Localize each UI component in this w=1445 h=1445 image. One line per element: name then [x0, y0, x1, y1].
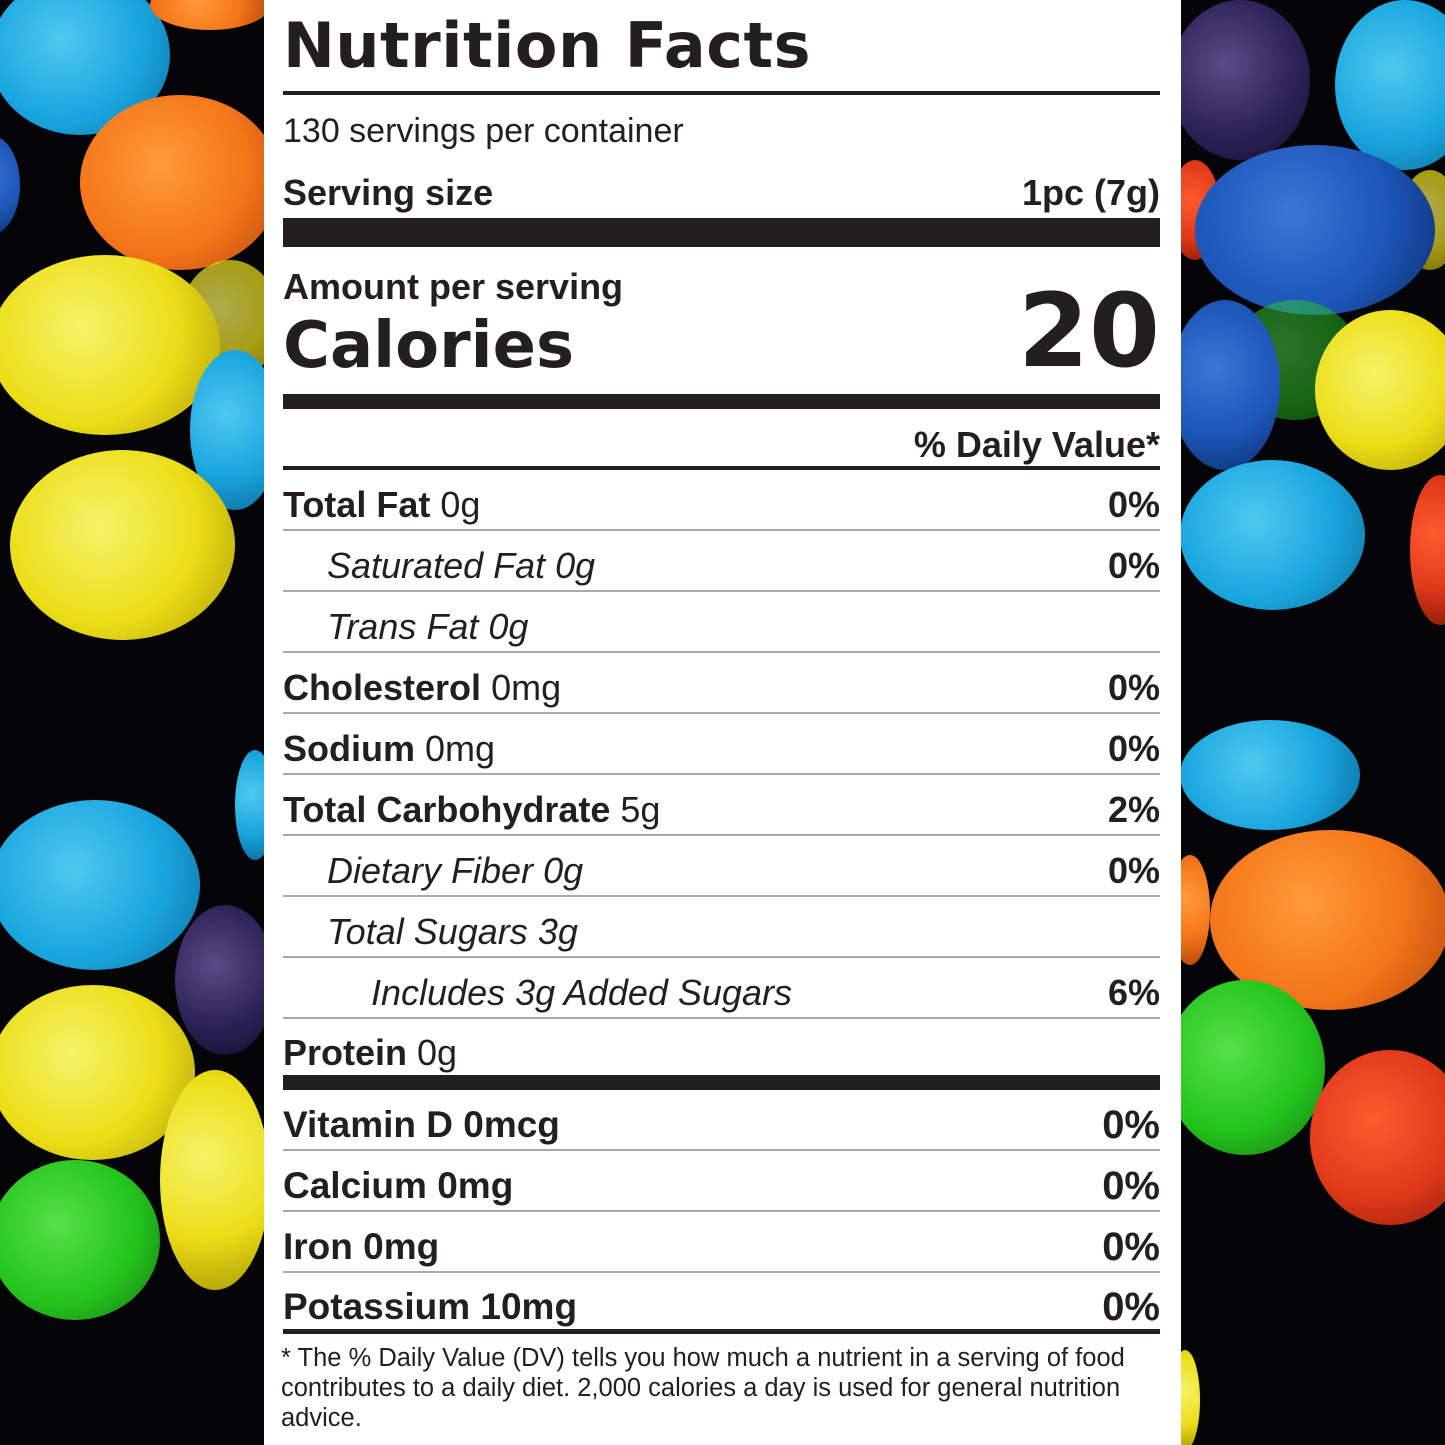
divider [283, 834, 1160, 836]
calories-value: 20 [1018, 272, 1160, 391]
nutrient-row-total-carbohydrate: Total Carbohydrate 5g 2% [283, 775, 1160, 836]
divider [283, 1210, 1160, 1212]
servings-per-container: 130 servings per container [283, 112, 684, 150]
candy-ball [175, 905, 275, 1055]
divider [283, 1017, 1160, 1019]
daily-value-header: % Daily Value* [913, 424, 1160, 465]
candy-ball [150, 0, 270, 30]
candy-ball [1335, 0, 1445, 170]
nutrient-dv: 6% [1107, 972, 1160, 1013]
candy-ball [1170, 300, 1280, 470]
nutrient-amount: 5g [620, 789, 661, 830]
divider-thick [283, 218, 1160, 247]
divider [283, 590, 1160, 592]
nutrient-name: Total Fat [283, 484, 431, 525]
candy-ball [1165, 980, 1325, 1155]
label-title: Nutrition Facts [283, 9, 812, 82]
nutrition-facts-panel: Nutrition Facts 130 servings per contain… [264, 0, 1181, 1445]
divider [283, 773, 1160, 775]
nutrient-name: Dietary Fiber [327, 850, 534, 891]
nutrient-name: Total Sugars [327, 911, 528, 952]
nutrient-dv: 0% [1107, 728, 1160, 769]
nutrient-amount: 3g [537, 911, 578, 952]
nutrient-name: Protein [283, 1032, 408, 1073]
nutrient-row-added-sugars: Includes 3g Added Sugars 6% [283, 958, 1160, 1019]
divider [283, 91, 1160, 95]
divider [283, 529, 1160, 531]
candy-ball [1170, 0, 1310, 160]
nutrient-amount: 0g [543, 850, 584, 891]
nutrient-dv: 0% [1107, 667, 1160, 708]
vitamin-dv: 0% [1102, 1225, 1160, 1269]
nutrient-row-total-sugars: Total Sugars 3g [283, 897, 1160, 958]
nutrient-dv: 0% [1107, 545, 1160, 586]
vitamin-text: Iron 0mg [283, 1226, 440, 1267]
nutrient-name: Total Carbohydrate [283, 789, 611, 830]
nutrient-name: Cholesterol [283, 667, 482, 708]
nutrient-row-protein: Protein 0g [283, 1019, 1160, 1075]
nutrient-row-trans-fat: Trans Fat 0g [283, 592, 1160, 653]
serving-size-row: Serving size 1pc (7g) [283, 170, 1160, 216]
candy-ball [0, 1160, 160, 1320]
divider-thick [283, 1075, 1160, 1090]
candy-ball [0, 800, 200, 970]
vitamin-row-iron: Iron 0mg 0% [283, 1212, 1160, 1273]
amount-per-serving: Amount per serving [283, 266, 624, 307]
nutrient-name: Includes 3g Added Sugars [371, 972, 792, 1013]
vitamin-dv: 0% [1102, 1103, 1160, 1147]
vitamin-row-potassium: Potassium 10mg 0% [283, 1273, 1160, 1329]
nutrient-amount: 0g [555, 545, 596, 586]
candy-ball [0, 255, 220, 435]
candy-ball [1310, 1050, 1445, 1225]
nutrient-name: Trans Fat [327, 606, 479, 647]
divider [283, 1329, 1160, 1334]
nutrient-row-sodium: Sodium 0mg 0% [283, 714, 1160, 775]
divider [283, 895, 1160, 897]
nutrient-row-saturated-fat: Saturated Fat 0g 0% [283, 531, 1160, 592]
nutrient-amount: 0g [440, 484, 481, 525]
nutrient-amount: 0mg [491, 667, 562, 708]
nutrient-amount: 0g [488, 606, 529, 647]
candy-ball [80, 95, 280, 270]
candy-ball [1410, 475, 1445, 625]
divider-thick [283, 394, 1160, 409]
vitamin-dv: 0% [1102, 1285, 1160, 1329]
nutrient-dv: 0% [1107, 850, 1160, 891]
calories-label: Calories [283, 309, 575, 383]
candy-ball [10, 450, 235, 640]
candy-ball [1315, 310, 1445, 470]
nutrient-amount: 0g [417, 1032, 458, 1073]
serving-size-value: 1pc (7g) [1021, 172, 1160, 213]
nutrient-amount: 0mg [425, 728, 496, 769]
vitamin-row-calcium: Calcium 0mg 0% [283, 1151, 1160, 1212]
nutrient-dv: 0% [1107, 484, 1160, 525]
candy-ball [160, 1070, 270, 1290]
divider [283, 956, 1160, 958]
nutrient-name: Saturated Fat [327, 545, 546, 586]
candy-ball [1195, 145, 1435, 315]
serving-size-label: Serving size [283, 172, 494, 213]
candy-ball [1180, 460, 1365, 610]
nutrient-name: Sodium [283, 728, 415, 769]
vitamin-text: Vitamin D 0mcg [283, 1104, 560, 1145]
nutrient-row-dietary-fiber: Dietary Fiber 0g 0% [283, 836, 1160, 897]
candy-ball [0, 135, 20, 235]
vitamin-row-vitamin-d: Vitamin D 0mcg 0% [283, 1090, 1160, 1151]
vitamin-text: Potassium 10mg [283, 1286, 578, 1327]
vitamin-text: Calcium 0mg [283, 1165, 514, 1206]
nutrient-dv: 2% [1107, 789, 1160, 830]
candy-ball [0, 985, 195, 1160]
divider [283, 651, 1160, 653]
daily-value-footnote: * The % Daily Value (DV) tells you how m… [281, 1344, 1125, 1432]
nutrient-row-cholesterol: Cholesterol 0mg 0% [283, 653, 1160, 714]
divider [283, 1271, 1160, 1273]
vitamin-dv: 0% [1102, 1164, 1160, 1208]
nutrient-row-total-fat: Total Fat 0g 0% [283, 470, 1160, 531]
divider [283, 466, 1160, 470]
candy-ball [1180, 720, 1360, 830]
divider [283, 1149, 1160, 1151]
divider [283, 712, 1160, 714]
